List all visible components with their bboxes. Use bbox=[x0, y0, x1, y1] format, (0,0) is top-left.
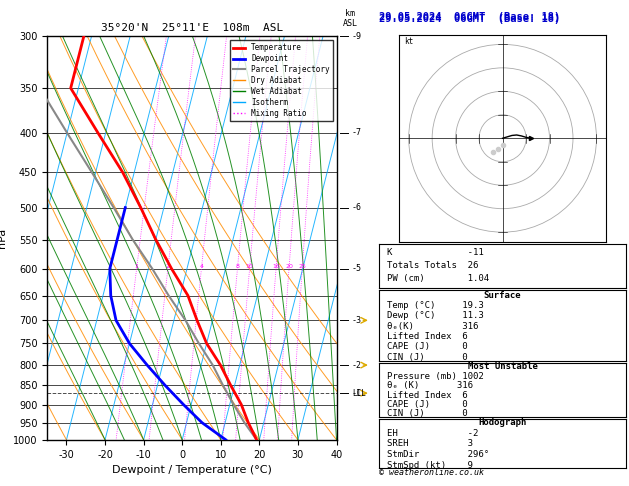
Y-axis label: hPa: hPa bbox=[0, 228, 8, 248]
Text: -9: -9 bbox=[352, 32, 362, 41]
Text: StmDir         296°: StmDir 296° bbox=[387, 450, 489, 459]
Text: 8: 8 bbox=[235, 264, 240, 269]
Text: Temp (°C)     19.3: Temp (°C) 19.3 bbox=[387, 301, 484, 310]
Text: 10: 10 bbox=[246, 264, 253, 269]
Text: Lifted Index  6: Lifted Index 6 bbox=[387, 391, 467, 399]
Text: θₑ (K)       316: θₑ (K) 316 bbox=[387, 381, 472, 390]
Text: 1: 1 bbox=[135, 264, 138, 269]
Text: LCL: LCL bbox=[352, 389, 365, 398]
Text: K              -11: K -11 bbox=[387, 248, 484, 257]
Text: PW (cm)        1.04: PW (cm) 1.04 bbox=[387, 275, 489, 283]
Text: StmSpd (kt)    9: StmSpd (kt) 9 bbox=[387, 461, 472, 469]
Text: 25: 25 bbox=[298, 264, 306, 269]
Text: CAPE (J)      0: CAPE (J) 0 bbox=[387, 400, 467, 409]
Text: Lifted Index  6: Lifted Index 6 bbox=[387, 332, 467, 341]
Text: -1: -1 bbox=[352, 389, 362, 398]
Text: SREH           3: SREH 3 bbox=[387, 439, 472, 448]
Text: Most Unstable: Most Unstable bbox=[467, 362, 538, 371]
Text: -7: -7 bbox=[352, 128, 362, 138]
Text: CAPE (J)      0: CAPE (J) 0 bbox=[387, 342, 467, 351]
Text: θₑ(K)         316: θₑ(K) 316 bbox=[387, 322, 478, 330]
Legend: Temperature, Dewpoint, Parcel Trajectory, Dry Adiabat, Wet Adiabat, Isotherm, Mi: Temperature, Dewpoint, Parcel Trajectory… bbox=[230, 40, 333, 121]
Text: 29.05.2024  06GMT  (Base: 18): 29.05.2024 06GMT (Base: 18) bbox=[379, 12, 560, 22]
Text: Hodograph: Hodograph bbox=[479, 418, 526, 427]
Text: Pressure (mb) 1002: Pressure (mb) 1002 bbox=[387, 372, 484, 381]
Text: © weatheronline.co.uk: © weatheronline.co.uk bbox=[379, 468, 484, 477]
X-axis label: Dewpoint / Temperature (°C): Dewpoint / Temperature (°C) bbox=[112, 465, 272, 475]
Text: 16: 16 bbox=[272, 264, 280, 269]
Text: Totals Totals  26: Totals Totals 26 bbox=[387, 261, 478, 270]
Text: kt: kt bbox=[404, 37, 413, 46]
Text: Surface: Surface bbox=[484, 291, 521, 299]
Text: 2: 2 bbox=[166, 264, 170, 269]
Text: -5: -5 bbox=[352, 264, 362, 273]
Text: -6: -6 bbox=[352, 203, 362, 212]
Text: km
ASL: km ASL bbox=[343, 9, 357, 28]
Text: 4: 4 bbox=[199, 264, 203, 269]
Title: 35°20'N  25°11'E  108m  ASL: 35°20'N 25°11'E 108m ASL bbox=[101, 23, 283, 33]
Text: 29.05.2024  06GMT  (Base: 18): 29.05.2024 06GMT (Base: 18) bbox=[379, 15, 560, 24]
Text: Dewp (°C)     11.3: Dewp (°C) 11.3 bbox=[387, 311, 484, 320]
Text: EH             -2: EH -2 bbox=[387, 429, 478, 437]
Text: -2: -2 bbox=[352, 361, 362, 369]
Text: CIN (J)       0: CIN (J) 0 bbox=[387, 409, 467, 418]
Text: -3: -3 bbox=[352, 316, 362, 325]
Text: CIN (J)       0: CIN (J) 0 bbox=[387, 352, 467, 362]
Text: 20: 20 bbox=[285, 264, 293, 269]
